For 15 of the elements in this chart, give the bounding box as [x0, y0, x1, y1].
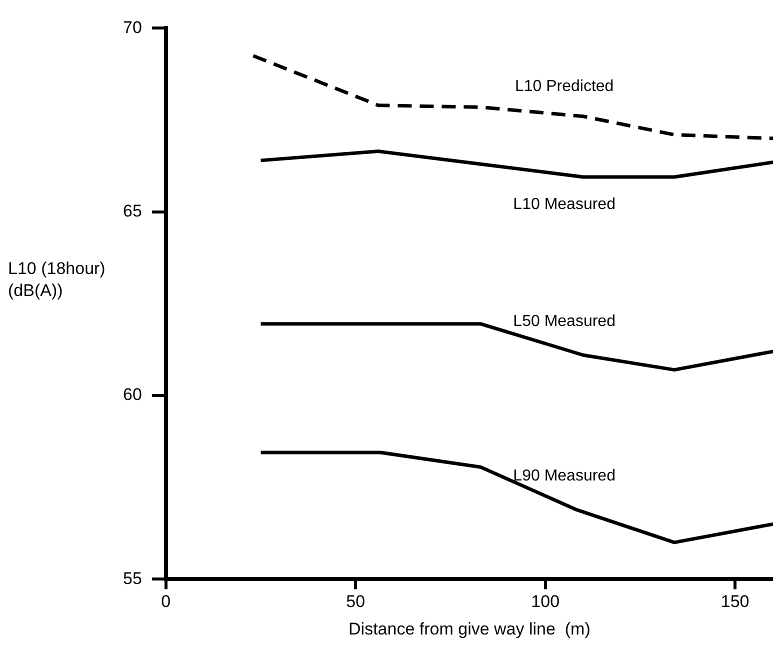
y-tick-label: 70 [122, 18, 142, 37]
x-axis-title: Distance from give way line (m) [348, 619, 590, 638]
y-axis-title: L10 (18hour) (dB(A)) [8, 258, 106, 302]
y-tick-label: 65 [122, 202, 142, 221]
series-label: L90 Measured [513, 468, 616, 485]
y-tick-label: 60 [122, 385, 142, 404]
x-tick-label: 0 [161, 592, 171, 612]
line-series [251, 54, 773, 140]
x-tick-label: 100 [531, 592, 560, 612]
series-label: L10 Predicted [514, 78, 614, 96]
series-label: L50 Measured [513, 312, 616, 330]
y-tick-label: 55 [122, 568, 142, 588]
x-tick-label: 50 [346, 592, 366, 612]
series-label: L10 Measured [513, 196, 616, 213]
x-tick-label: 150 [720, 592, 750, 612]
